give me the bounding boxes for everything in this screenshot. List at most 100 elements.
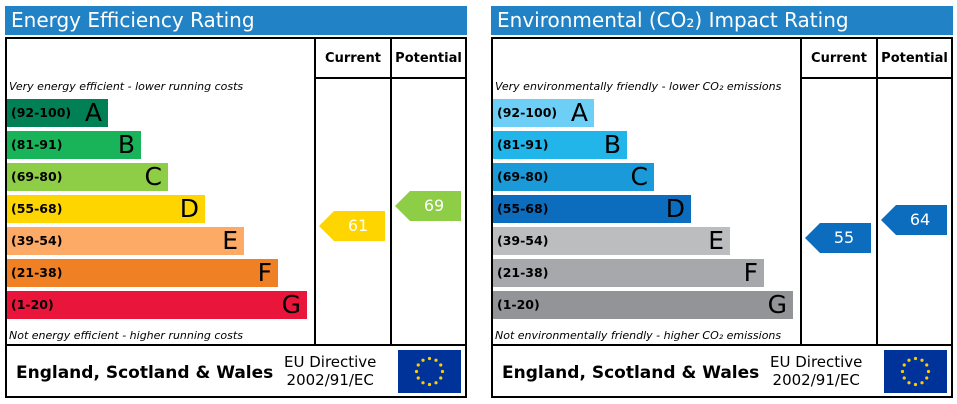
rating-band-d: (55-68) D xyxy=(493,195,691,223)
potential-column-header: Potential xyxy=(395,51,462,66)
band-range: (21-38) xyxy=(497,265,549,280)
current-column-divider xyxy=(314,39,316,346)
rating-band-e: (39-54) E xyxy=(493,227,730,255)
potential-rating-arrow: 64 xyxy=(881,205,947,235)
rating-band-f: (21-38) F xyxy=(7,259,278,287)
band-letter: G xyxy=(281,290,301,319)
band-letter: G xyxy=(767,290,787,319)
rating-band-d: (55-68) D xyxy=(7,195,205,223)
rating-table: Current Potential xyxy=(491,37,953,398)
eu-star xyxy=(926,369,931,374)
eu-directive-line1: EU Directive xyxy=(770,353,863,371)
potential-column-divider xyxy=(390,39,392,346)
footer-divider xyxy=(493,344,951,346)
bottom-note: Not environmentally friendly - higher CO… xyxy=(495,329,782,342)
rating-band-a: (92-100) A xyxy=(7,99,108,127)
eu-stars-icon xyxy=(414,356,445,387)
band-letter: D xyxy=(179,194,199,223)
band-range: (39-54) xyxy=(11,233,63,248)
eu-star xyxy=(416,363,420,367)
band-letter: A xyxy=(84,98,102,127)
eu-directive: EU Directive 2002/91/EC xyxy=(770,353,862,389)
energy-efficiency-panel: Energy Efficiency Rating Current Potential… xyxy=(5,6,467,398)
band-range: (55-68) xyxy=(497,201,549,216)
current-column-header: Current xyxy=(811,51,867,66)
current-rating-value: 55 xyxy=(833,228,855,247)
panel-title: Energy Efficiency Rating xyxy=(5,6,467,35)
band-letter: F xyxy=(257,258,272,287)
rating-band-e: (39-54) E xyxy=(7,227,244,255)
current-column-divider xyxy=(800,39,802,346)
eu-star xyxy=(416,376,420,380)
eu-flag-icon xyxy=(398,350,461,393)
eu-star xyxy=(434,381,438,385)
band-range: (55-68) xyxy=(11,201,63,216)
current-arrow-body xyxy=(805,223,871,253)
eu-star xyxy=(414,369,419,374)
band-range: (1-20) xyxy=(497,297,540,312)
rating-table: Current Potential xyxy=(5,37,467,398)
potential-rating-arrow: 69 xyxy=(395,191,461,221)
eu-star xyxy=(907,381,911,385)
rating-band-g: (1-20) G xyxy=(493,291,793,319)
band-letter: A xyxy=(570,98,588,127)
band-letter: F xyxy=(743,258,758,287)
eu-star xyxy=(440,369,445,374)
current-rating-value: 61 xyxy=(347,216,369,235)
rating-band-c: (69-80) C xyxy=(7,163,168,191)
current-column-header: Current xyxy=(325,51,381,66)
eu-star xyxy=(439,363,443,367)
eu-star xyxy=(434,358,438,362)
header-divider xyxy=(800,77,951,79)
rating-band-b: (81-91) B xyxy=(7,131,141,159)
current-rating-arrow: 55 xyxy=(805,223,871,253)
potential-arrow-body xyxy=(881,205,947,235)
top-note: Very energy efficient - lower running co… xyxy=(9,80,244,93)
current-arrow-shape xyxy=(319,211,385,241)
potential-arrow-body xyxy=(395,191,461,221)
eu-star xyxy=(421,381,425,385)
band-letter: B xyxy=(603,130,621,159)
environmental-impact-panel: Environmental (CO₂) Impact Rating Current… xyxy=(491,6,953,398)
eu-flag-icon xyxy=(884,350,947,393)
eu-stars-icon xyxy=(900,356,931,387)
bottom-note: Not energy efficient - higher running co… xyxy=(9,329,243,342)
band-range: (81-91) xyxy=(11,137,63,152)
eu-star xyxy=(913,382,918,387)
eu-star xyxy=(439,376,443,380)
footer-divider xyxy=(7,344,465,346)
eu-star xyxy=(902,363,906,367)
band-letter: B xyxy=(117,130,135,159)
band-letter: C xyxy=(630,162,648,191)
band-range: (69-80) xyxy=(11,169,63,184)
band-range: (21-38) xyxy=(11,265,63,280)
rating-band-b: (81-91) B xyxy=(493,131,627,159)
band-letter: C xyxy=(144,162,162,191)
current-arrow-body xyxy=(319,211,385,241)
eu-star xyxy=(913,356,918,361)
region-label: England, Scotland & Wales xyxy=(502,363,760,383)
eu-star xyxy=(427,356,432,361)
band-range: (1-20) xyxy=(11,297,54,312)
eu-star xyxy=(421,358,425,362)
potential-arrow-shape xyxy=(395,191,461,221)
potential-arrow-shape xyxy=(881,205,947,235)
potential-column-header: Potential xyxy=(881,51,948,66)
eu-star xyxy=(925,363,929,367)
rating-band-g: (1-20) G xyxy=(7,291,307,319)
potential-rating-value: 64 xyxy=(909,210,931,229)
band-range: (39-54) xyxy=(497,233,549,248)
panel-title: Environmental (CO₂) Impact Rating xyxy=(491,6,953,35)
band-range: (69-80) xyxy=(497,169,549,184)
eu-directive-line2: 2002/91/EC xyxy=(772,371,860,389)
eu-star xyxy=(427,382,432,387)
eu-directive-line2: 2002/91/EC xyxy=(286,371,374,389)
region-label: England, Scotland & Wales xyxy=(16,363,274,383)
eu-star xyxy=(925,376,929,380)
rating-band-a: (92-100) A xyxy=(493,99,594,127)
eu-star xyxy=(907,358,911,362)
eu-directive: EU Directive 2002/91/EC xyxy=(284,353,376,389)
rating-band-c: (69-80) C xyxy=(493,163,654,191)
band-letter: E xyxy=(222,226,238,255)
eu-star xyxy=(902,376,906,380)
